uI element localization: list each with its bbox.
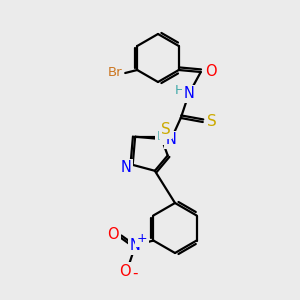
Text: N: N: [130, 238, 141, 253]
Text: O: O: [119, 264, 131, 279]
Text: Br: Br: [108, 67, 122, 80]
Text: O: O: [107, 227, 119, 242]
Text: S: S: [207, 115, 217, 130]
Text: O: O: [205, 64, 217, 79]
Text: -: -: [133, 266, 138, 281]
Text: H: H: [175, 85, 185, 98]
Text: S: S: [161, 122, 171, 137]
Text: +: +: [137, 232, 148, 245]
Text: N: N: [183, 86, 194, 101]
Text: H: H: [157, 130, 167, 143]
Text: N: N: [120, 160, 131, 175]
Text: N: N: [165, 133, 176, 148]
